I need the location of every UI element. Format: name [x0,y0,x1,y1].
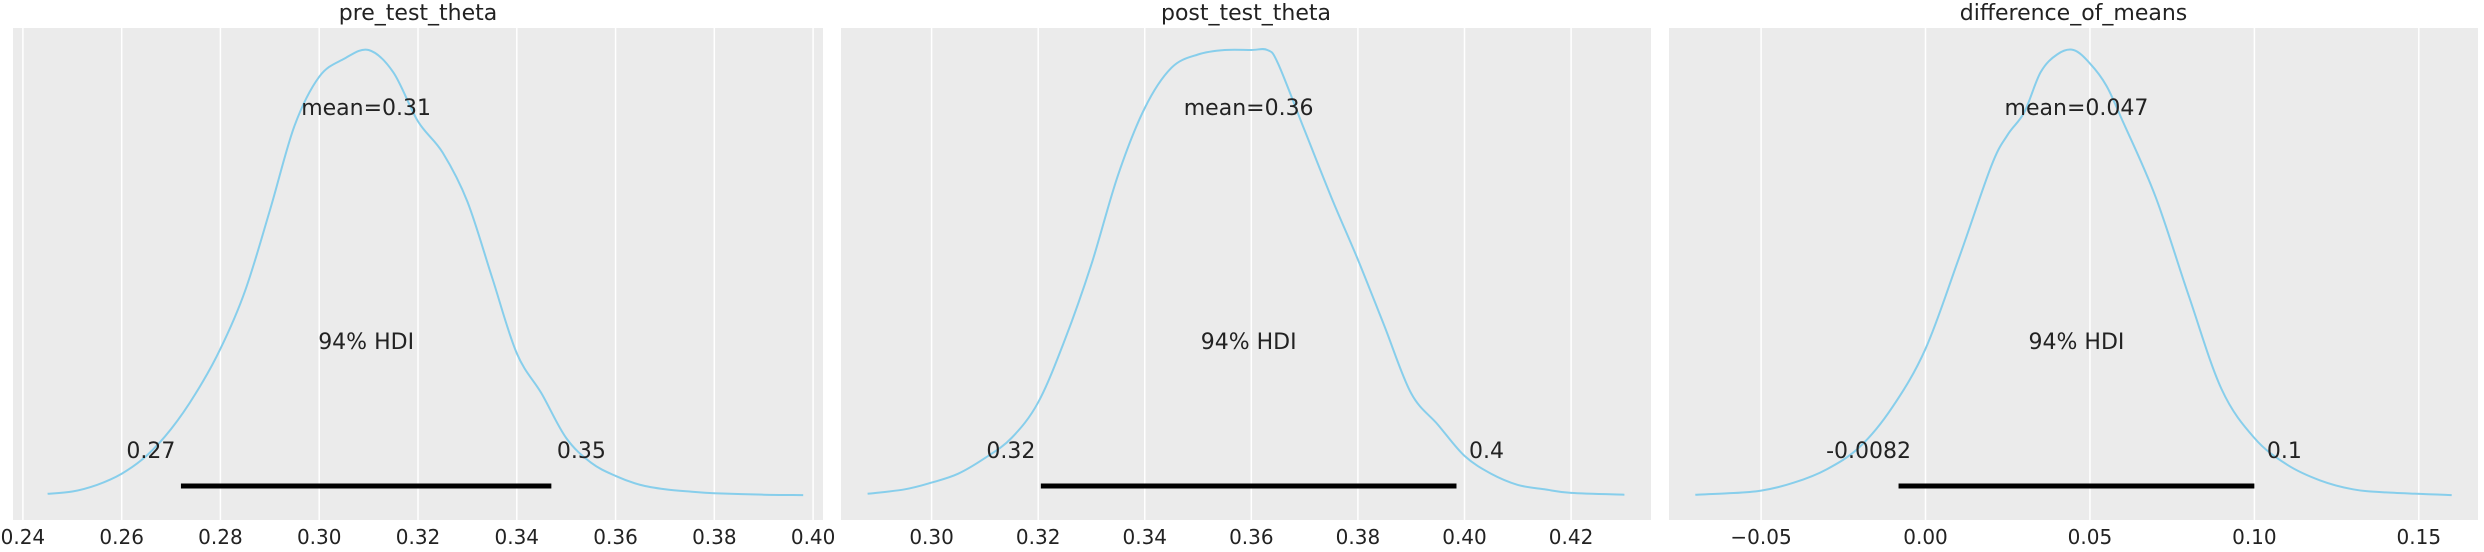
panel-title: post_test_theta [1161,1,1331,26]
panel-title: difference_of_means [1960,1,2188,26]
mean-label: mean=0.36 [1184,96,1314,121]
x-tick-label: 0.32 [1016,525,1061,549]
x-tick-label: 0.34 [1122,525,1167,549]
x-tick-label: 0.15 [2397,525,2442,549]
hdi-low-label: 0.32 [986,439,1035,464]
density-curve [867,48,1625,496]
x-tick-label: 0.28 [198,525,243,549]
hdi-label: 94% HDI [2029,330,2125,355]
density-curve [47,48,804,497]
hdi-low-label: -0.0082 [1826,439,1911,464]
hdi-label: 94% HDI [318,330,414,355]
x-tick-label: 0.05 [2068,525,2113,549]
hdi-high-label: 0.35 [557,439,606,464]
x-tick-label: 0.32 [396,525,441,549]
x-tick-label: −0.05 [1730,525,1791,549]
hdi-high-label: 0.4 [1469,439,1504,464]
density-curve [1695,48,2452,497]
x-tick-label: 0.10 [2232,525,2277,549]
x-tick-label: 0.30 [297,525,342,549]
x-tick-label: 0.40 [1442,525,1487,549]
hdi-label: 94% HDI [1201,330,1297,355]
mean-label: mean=0.047 [2005,96,2149,121]
x-tick-label: 0.38 [1336,525,1381,549]
panel-3: difference_of_means −0.05 0.00 0.05 0.10 0.15… [1669,1,2478,549]
x-tick-label: 0.40 [791,525,836,549]
x-tick-label: 0.42 [1549,525,1594,549]
panel-1: pre_test_theta 0.24 0.26 0.28 0.30 0.32 0.34 0.… [1,1,836,549]
x-tick-label: 0.36 [593,525,638,549]
panel-2: post_test_theta 0.30 0.32 0.34 0.36 0.38 0.40 0… [841,1,1651,549]
x-tick-label: 0.26 [99,525,144,549]
x-tick-label: 0.38 [692,525,737,549]
panel-title: pre_test_theta [339,1,498,26]
panel-background [841,28,1651,520]
hdi-low-label: 0.27 [126,439,175,464]
mean-label: mean=0.31 [301,96,431,121]
x-tick-label: 0.24 [1,525,46,549]
panel-background [1669,28,2478,520]
x-tick-label: 0.30 [909,525,954,549]
hdi-high-label: 0.1 [2267,439,2302,464]
x-tick-label: 0.00 [1903,525,1948,549]
x-tick-label: 0.34 [495,525,540,549]
x-tick-label: 0.36 [1229,525,1274,549]
